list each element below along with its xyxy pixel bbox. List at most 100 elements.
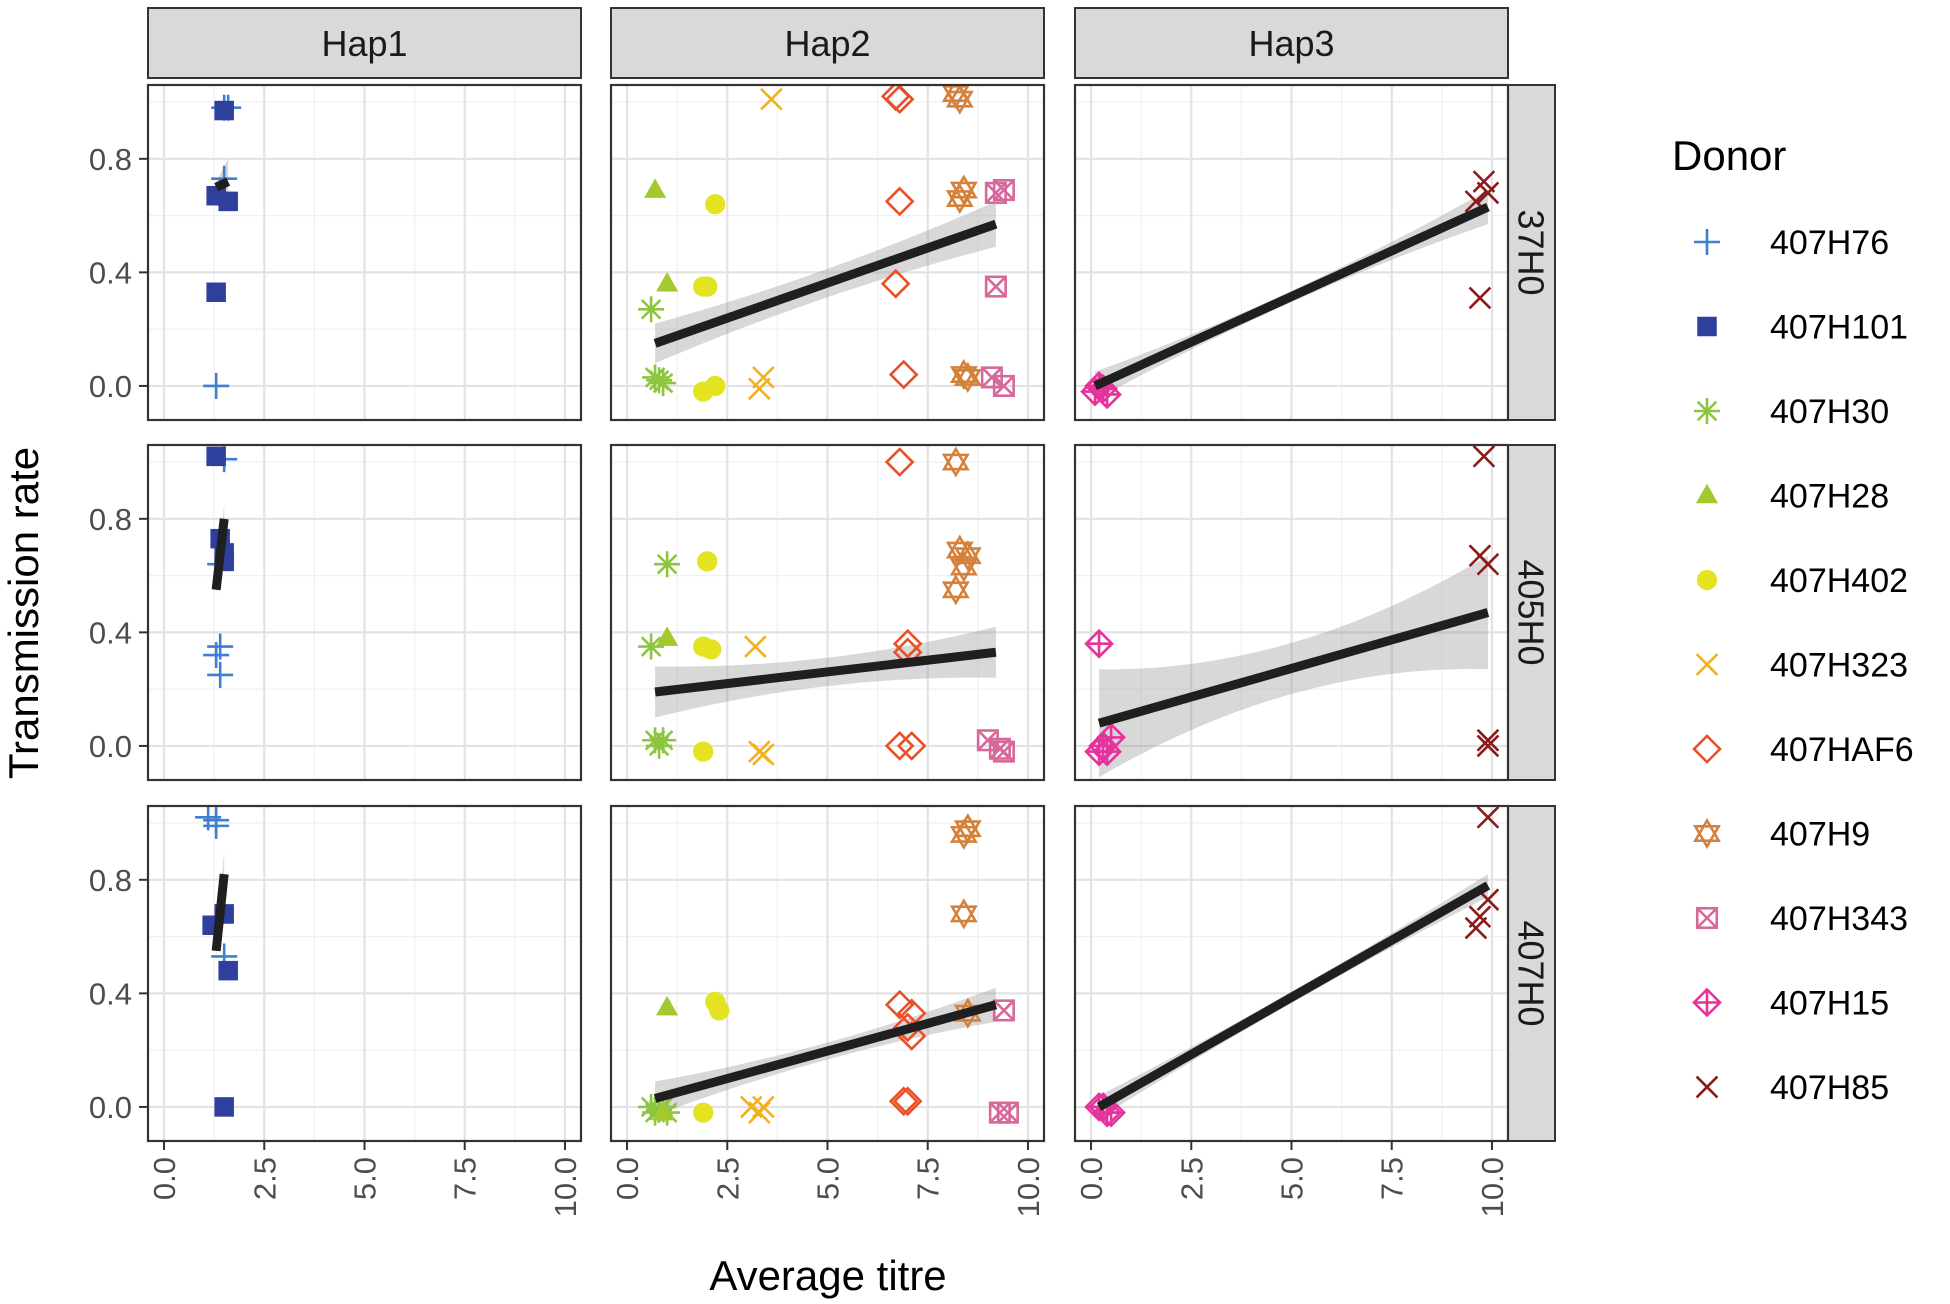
legend-label: 407H30 xyxy=(1770,393,1889,431)
point-407h343 xyxy=(992,999,1015,1022)
y-tick-label: 0.8 xyxy=(89,863,132,898)
point-407h343 xyxy=(992,740,1015,763)
point-407h76 xyxy=(203,812,230,839)
legend-item-407haf6: 407HAF6 xyxy=(1692,731,1914,769)
panel-37h0-hap1 xyxy=(146,83,583,422)
panel-407h0-hap2 xyxy=(609,804,1046,1143)
panel-plot-area xyxy=(203,94,242,399)
point-407h402 xyxy=(697,551,718,572)
point-407h28 xyxy=(656,626,679,646)
x-tick-label: 0.0 xyxy=(610,1157,645,1200)
point-407h85 xyxy=(1476,181,1500,205)
facet-strip-bg xyxy=(1507,444,1556,781)
point-407h30 xyxy=(638,296,665,323)
point-407h85 xyxy=(1476,734,1500,758)
facet-strip-bg xyxy=(147,7,582,79)
legend-label: 407H85 xyxy=(1770,1069,1889,1107)
regression-line xyxy=(211,518,229,591)
point-407h76 xyxy=(203,642,230,669)
point-407h101 xyxy=(206,282,226,302)
point-407h402 xyxy=(705,375,726,397)
point-407h343 xyxy=(996,1101,1019,1124)
regression-line xyxy=(214,177,231,192)
point-407h85 xyxy=(1472,445,1496,468)
legend-label: 407H343 xyxy=(1770,900,1908,938)
panel-37h0-hap3 xyxy=(1073,83,1510,422)
panel-37h0-hap2 xyxy=(609,83,1046,422)
point-407h101 xyxy=(214,1097,234,1117)
point-407h30 xyxy=(654,551,681,578)
y-tick-label: 0.4 xyxy=(89,976,132,1011)
point-407h30 xyxy=(650,727,677,754)
facet-strip-bg xyxy=(610,7,1045,79)
point-407haf6 xyxy=(880,268,911,299)
x-tick-label: 10.0 xyxy=(548,1157,583,1217)
panel-plot-area xyxy=(195,806,238,1117)
point-407h101 xyxy=(218,191,238,212)
point-407h85 xyxy=(1476,728,1500,752)
panel-border xyxy=(609,443,1046,782)
point-407haf6 xyxy=(896,731,927,761)
regression-line xyxy=(653,1000,998,1103)
point-407h85 xyxy=(1468,286,1492,310)
panel-border xyxy=(609,83,1046,422)
y-axis-37h0: 0.0 0.4 0.8 xyxy=(89,142,148,404)
legend-item-407h85: 407H85 xyxy=(1695,1069,1889,1107)
point-407h28 xyxy=(652,1100,675,1121)
point-407h9 xyxy=(941,446,970,478)
y-axis-405h0: 0.0 0.4 0.8 xyxy=(89,502,148,764)
panel-plot-area xyxy=(1084,445,1500,778)
x-tick-label: 2.5 xyxy=(710,1157,745,1200)
legend-key xyxy=(1695,653,1719,676)
point-407h9 xyxy=(945,182,974,215)
panel-407h0-hap3 xyxy=(1073,804,1510,1143)
legend-item-407h9: 407H9 xyxy=(1693,816,1870,854)
legend-key xyxy=(1697,316,1717,337)
y-axis-title: Transmission rate xyxy=(0,447,47,779)
legend-label: 407H323 xyxy=(1770,647,1908,685)
legend-item-407h30: 407H30 xyxy=(1694,393,1889,431)
facet-strip-hap1: Hap1 xyxy=(147,7,582,79)
panel-plot-area xyxy=(638,85,1015,402)
x-tick-label: 0.0 xyxy=(1074,1157,1109,1200)
point-407h76 xyxy=(207,661,234,688)
legend-key xyxy=(1695,483,1719,504)
point-407h9 xyxy=(949,898,978,930)
point-407h323 xyxy=(752,743,775,766)
y-tick-label: 0.0 xyxy=(89,1090,132,1125)
point-407haf6 xyxy=(892,1086,923,1117)
y-tick-label: 0.0 xyxy=(89,729,132,764)
regression-line xyxy=(653,219,998,348)
legend-title: Donor xyxy=(1672,132,1786,179)
point-407h9 xyxy=(949,551,978,583)
legend-item-407h28: 407H28 xyxy=(1695,478,1889,516)
panel-border xyxy=(1073,83,1510,422)
point-407h15 xyxy=(1084,736,1114,767)
facet-strip-hap3: Hap3 xyxy=(1074,7,1509,79)
y-tick-label: 0.4 xyxy=(89,255,132,290)
panel-plot-area xyxy=(1080,170,1500,410)
legend-key xyxy=(1694,398,1720,424)
legend-label: 407H402 xyxy=(1770,562,1908,600)
x-tick-label: 2.5 xyxy=(1174,1157,1209,1200)
facet-strip-405h0: 405H0 xyxy=(1507,444,1556,781)
legend-label: 407H76 xyxy=(1770,224,1889,262)
x-axis-hap2: 0.0 2.5 5.0 7.5 10.0 xyxy=(610,1141,1046,1217)
point-407h30 xyxy=(638,633,665,660)
y-tick-label: 0.0 xyxy=(89,369,132,404)
x-axis-title: Average titre xyxy=(709,1252,946,1299)
point-407h343 xyxy=(992,374,1015,397)
facet-strip-label: Hap3 xyxy=(1248,23,1334,64)
legend-item-407h15: 407H15 xyxy=(1692,985,1889,1023)
point-407h28 xyxy=(656,995,679,1016)
point-407h323 xyxy=(752,1095,775,1119)
point-407haf6 xyxy=(884,447,915,477)
facet-strip-label: Hap2 xyxy=(784,23,870,64)
point-407haf6 xyxy=(884,731,915,761)
y-tick-label: 0.4 xyxy=(89,615,132,650)
point-407haf6 xyxy=(884,85,915,115)
point-407h85 xyxy=(1476,552,1500,576)
point-407h85 xyxy=(1476,806,1500,829)
x-tick-label: 5.0 xyxy=(811,1157,846,1200)
